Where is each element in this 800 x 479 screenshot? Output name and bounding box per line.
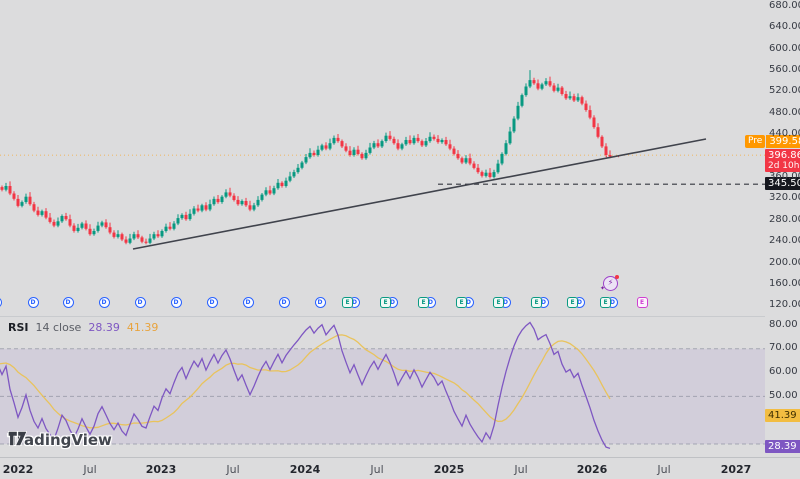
- rsi-ma-axis-label: 41.39: [765, 409, 800, 422]
- last-price-label: 396.86 2d 10h: [765, 149, 800, 172]
- trendline[interactable]: [132, 138, 707, 250]
- rsi-axis-tick: 70.00: [769, 342, 798, 354]
- dividend-badge[interactable]: D: [27, 297, 39, 308]
- price-axis-tick: 240.00: [769, 235, 800, 247]
- earnings-badge[interactable]: E: [380, 297, 391, 308]
- rsi-pane[interactable]: RSI 14 close 28.39 41.39: [0, 316, 765, 458]
- earnings-badge[interactable]: E: [531, 297, 542, 308]
- premarket-value: 399.58: [766, 135, 800, 148]
- rsi-axis-label: 28.39: [765, 440, 800, 453]
- time-axis-tick-jul: Jul: [514, 463, 528, 476]
- rsi-line: [0, 321, 611, 450]
- premarket-chip: Pre: [745, 135, 766, 148]
- earnings-badge[interactable]: E: [342, 297, 353, 308]
- time-axis-tick-2027: 2027: [720, 463, 752, 476]
- tradingview-logo-icon: [8, 431, 27, 446]
- rsi-params: 14 close: [35, 321, 82, 334]
- rsi-title: RSI: [8, 321, 29, 334]
- price-pane[interactable]: DDDDDDDDDDDEDEDEDEDEDEDEDEE⚡✦: [0, 0, 765, 316]
- rsi-legend[interactable]: RSI 14 close 28.39 41.39: [8, 321, 158, 334]
- dividend-badge[interactable]: D: [206, 297, 218, 308]
- notification-dot: [615, 275, 619, 279]
- dividend-badge[interactable]: D: [242, 297, 254, 308]
- time-axis-tick-2026: 2026: [576, 463, 608, 476]
- rsi-axis-tick: 80.00: [769, 318, 798, 330]
- rsi-axis-tick: 60.00: [769, 366, 798, 378]
- price-axis-tick: 120.00: [769, 299, 800, 311]
- time-axis-tick-2024: 2024: [289, 463, 321, 476]
- tradingview-logo[interactable]: TradingView: [8, 431, 112, 449]
- last-price-value: 396.86: [768, 150, 800, 161]
- dividend-badge[interactable]: D: [314, 297, 326, 308]
- time-axis[interactable]: 2022 Jul 2023 Jul 2024 Jul 2025 Jul 2026 Jul 2027: [0, 457, 800, 479]
- rsi-ma-current-value: 41.39: [126, 321, 159, 334]
- premarket-price-label: Pre 399.58: [745, 135, 800, 148]
- price-axis[interactable]: Pre 399.58 396.86 2d 10h 345.50 41.39 28…: [745, 0, 800, 457]
- time-axis-tick-jul: Jul: [226, 463, 240, 476]
- price-axis-tick: 160.00: [769, 277, 800, 289]
- earnings-badge[interactable]: E: [418, 297, 429, 308]
- price-chart-canvas[interactable]: [0, 0, 765, 316]
- price-axis-tick: 440.00: [769, 128, 800, 140]
- time-axis-tick-jul: Jul: [657, 463, 671, 476]
- time-axis-tick-jul: Jul: [370, 463, 384, 476]
- time-axis-tick-2023: 2023: [145, 463, 177, 476]
- price-axis-tick: 360.00: [769, 170, 800, 182]
- dividend-badge[interactable]: D: [62, 297, 74, 308]
- time-axis-tick-2025: 2025: [433, 463, 465, 476]
- rsi-chart-canvas[interactable]: [0, 317, 765, 458]
- price-axis-tick: 480.00: [769, 106, 800, 118]
- price-level-label: 345.50: [765, 177, 800, 190]
- earnings-badge[interactable]: E: [493, 297, 504, 308]
- price-axis-tick: 280.00: [769, 213, 800, 225]
- earnings-badge[interactable]: E: [456, 297, 467, 308]
- bar-countdown: 2d 10h: [768, 161, 800, 171]
- dividend-badge[interactable]: D: [170, 297, 182, 308]
- time-axis-tick-jul: Jul: [83, 463, 97, 476]
- rsi-axis-tick: 50.00: [769, 389, 798, 401]
- price-axis-tick: 520.00: [769, 85, 800, 97]
- dividend-badge[interactable]: D: [278, 297, 290, 308]
- price-axis-tick: 600.00: [769, 42, 800, 54]
- rsi-current-value: 28.39: [88, 321, 120, 334]
- earnings-badge[interactable]: E: [600, 297, 611, 308]
- price-axis-tick: 200.00: [769, 256, 800, 268]
- dividend-badge[interactable]: D: [134, 297, 146, 308]
- earnings-estimate-badge[interactable]: E: [636, 297, 648, 308]
- price-axis-tick: 680.00: [769, 0, 800, 11]
- tradingview-logo-text: TradingView: [8, 431, 112, 449]
- price-axis-tick: 640.00: [769, 21, 800, 33]
- dividend-badge[interactable]: D: [98, 297, 110, 308]
- time-axis-tick-2022: 2022: [2, 463, 34, 476]
- upcoming-event-icon[interactable]: ⚡ ✦: [600, 275, 619, 292]
- sparkle-icon: ✦: [600, 285, 606, 292]
- earnings-badge[interactable]: E: [567, 297, 578, 308]
- price-axis-tick: 560.00: [769, 63, 800, 75]
- lightning-icon: ⚡: [607, 278, 614, 287]
- price-axis-tick: 320.00: [769, 192, 800, 204]
